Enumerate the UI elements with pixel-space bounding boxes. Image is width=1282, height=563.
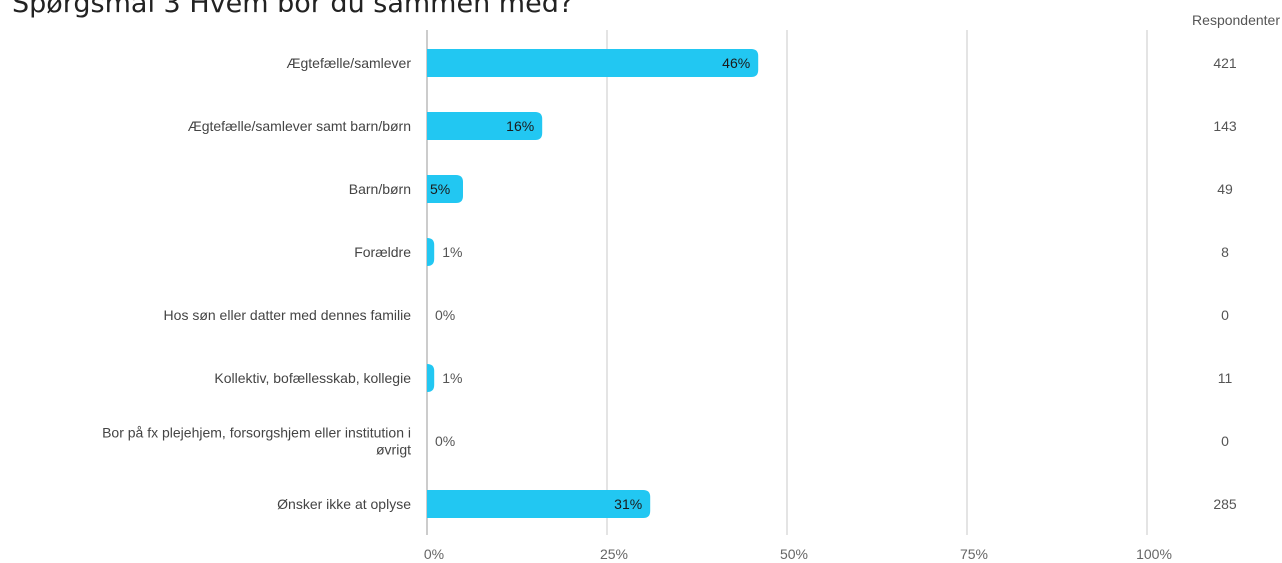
bar-value-label: 0% <box>435 307 455 323</box>
x-tick-label: 25% <box>600 546 628 562</box>
bar-value-label: 1% <box>442 244 462 260</box>
category-label: Bor på fx plejehjem, forsorgshjem eller … <box>102 425 411 458</box>
respondent-count: 421 <box>1213 55 1237 71</box>
respondent-count: 8 <box>1221 244 1229 260</box>
bar <box>427 364 435 392</box>
respondent-count: 49 <box>1217 181 1233 197</box>
bar-value-label: 0% <box>435 433 455 449</box>
respondents-column-header: Respondenter <box>1192 12 1280 28</box>
bar <box>427 112 543 140</box>
bar <box>427 490 651 518</box>
bar-value-label: 5% <box>430 181 450 197</box>
category-label: Ægtefælle/samlever samt barn/børn <box>188 118 411 134</box>
category-label: Ægtefælle/samlever <box>287 55 412 71</box>
bar <box>427 238 435 266</box>
bar <box>427 175 463 203</box>
respondent-count: 11 <box>1218 370 1233 386</box>
category-label: Kollektiv, bofællesskab, kollegie <box>214 370 411 386</box>
bar <box>427 49 759 77</box>
respondent-count: 0 <box>1221 433 1229 449</box>
page-title: Spørgsmål 3 Hvem bor du sammen med? <box>12 0 574 19</box>
category-label: Hos søn eller datter med dennes familie <box>164 307 412 323</box>
respondent-count: 0 <box>1221 307 1229 323</box>
x-tick-label: 100% <box>1136 546 1172 562</box>
category-label: Forældre <box>354 244 411 260</box>
x-tick-label: 0% <box>424 546 444 562</box>
respondent-count: 143 <box>1213 118 1237 134</box>
bar-value-label: 46% <box>722 55 750 71</box>
bar-value-label: 16% <box>506 118 534 134</box>
category-label: Ønsker ikke at oplyse <box>277 496 411 512</box>
category-label: Barn/børn <box>349 181 411 197</box>
bar-value-label: 1% <box>442 370 462 386</box>
x-tick-label: 75% <box>960 546 988 562</box>
bar-value-label: 31% <box>614 496 642 512</box>
respondent-count: 285 <box>1213 496 1237 512</box>
x-tick-label: 50% <box>780 546 808 562</box>
